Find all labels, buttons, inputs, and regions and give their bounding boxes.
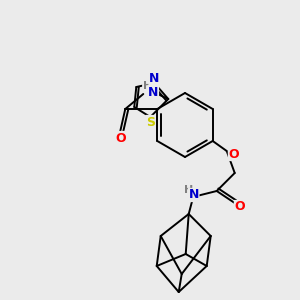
Text: O: O — [228, 148, 239, 160]
Text: H: H — [143, 81, 152, 91]
Text: S: S — [146, 116, 155, 128]
Text: N: N — [148, 85, 158, 98]
Text: H: H — [184, 185, 193, 195]
Text: O: O — [234, 200, 245, 214]
Text: N: N — [149, 73, 160, 85]
Text: N: N — [188, 188, 199, 202]
Text: O: O — [115, 131, 126, 145]
